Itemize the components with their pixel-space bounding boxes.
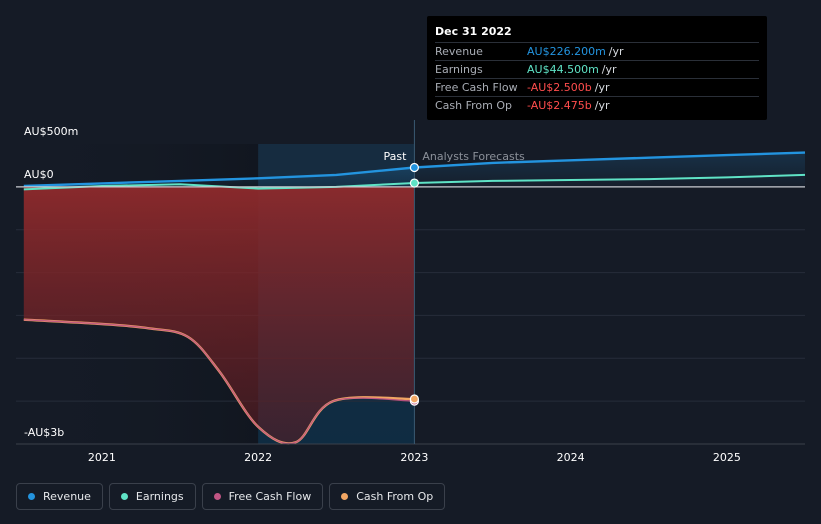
legend-dot-icon: [28, 493, 35, 500]
legend-label: Earnings: [135, 490, 184, 503]
cash-flow-area: [23, 186, 415, 444]
tooltip-unit: /yr: [594, 99, 610, 112]
tooltip-row-free-cash-flow: Free Cash Flow -AU$2.500b /yr: [435, 78, 759, 96]
tooltip-value: AU$44.500m: [527, 63, 599, 76]
tooltip-value: -AU$2.475b: [527, 99, 592, 112]
legend-item-earnings[interactable]: Earnings: [108, 483, 196, 510]
axes: [16, 120, 805, 445]
revenue-forecast-line: [414, 151, 806, 169]
x-tick-label: 2024: [557, 451, 585, 464]
legend-dot-icon: [213, 493, 221, 500]
tooltip-value: -AU$2.500b: [527, 81, 592, 94]
x-tick-label: 2025: [713, 451, 741, 464]
tooltip-unit: /yr: [608, 45, 624, 58]
x-tick-label: 2022: [244, 451, 272, 464]
tooltip-row-earnings: Earnings AU$44.500m /yr: [435, 60, 759, 78]
legend-label: Free Cash Flow: [228, 490, 312, 503]
tooltip-row-cash-from-op: Cash From Op -AU$2.475b /yr: [435, 96, 759, 114]
tooltip-row-revenue: Revenue AU$226.200m /yr: [435, 42, 759, 60]
tooltip-label: Free Cash Flow: [435, 81, 518, 94]
earnings-forecast-line: [414, 173, 806, 184]
legend-label: Cash From Op: [356, 490, 434, 503]
cash-from-op-point: [409, 394, 420, 404]
revenue-past-area: [23, 167, 415, 187]
y-tick-label: AU$0: [24, 168, 54, 181]
tooltip-unit: /yr: [601, 63, 617, 76]
highlight-points: [409, 162, 420, 406]
legend-dot-icon: [120, 493, 128, 500]
legend-item-cash-from-op[interactable]: Cash From Op: [329, 483, 446, 510]
legend-item-free-cash-flow[interactable]: Free Cash Flow: [201, 483, 324, 510]
legend-item-revenue[interactable]: Revenue: [16, 483, 103, 510]
y-tick-label: AU$500m: [24, 125, 78, 138]
legend-label: Revenue: [43, 490, 91, 503]
tooltip-date: Dec 31 2022: [435, 25, 512, 38]
x-tick-label: 2021: [88, 451, 116, 464]
axis-labels: AU$500m AU$0 -AU$3b 2021 2022 2023 2024 2025 Pas…: [24, 125, 741, 464]
forecast-label: Analysts Forecasts: [422, 150, 525, 163]
tooltip-label: Earnings: [435, 63, 483, 76]
tooltip-unit: /yr: [594, 81, 610, 94]
free-cash-flow-line: [23, 319, 415, 445]
earnings-point: [409, 178, 420, 188]
x-tick-label: 2023: [400, 451, 428, 464]
tooltip-label: Cash From Op: [435, 99, 513, 112]
tooltip: Dec 31 2022 Revenue AU$226.200m /yr Earn…: [427, 16, 767, 120]
y-tick-label: -AU$3b: [24, 426, 64, 439]
revenue-point: [409, 162, 420, 173]
tooltip-value: AU$226.200m: [527, 45, 606, 58]
tooltip-label: Revenue: [435, 45, 483, 58]
revenue-past-line: [23, 166, 415, 188]
legend-dot-icon: [341, 493, 349, 500]
past-label: Past: [383, 150, 407, 163]
legend: Revenue Earnings Free Cash Flow Cash Fro…: [16, 483, 446, 510]
